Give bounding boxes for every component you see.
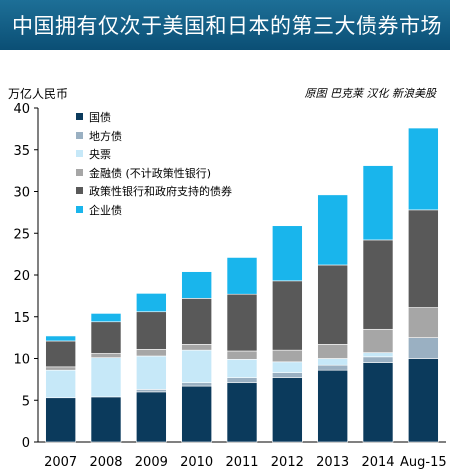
bar-stack bbox=[408, 127, 439, 443]
legend-swatch bbox=[76, 150, 83, 158]
bar-stacks bbox=[45, 127, 439, 443]
bar-segment bbox=[226, 382, 258, 443]
bar-segment bbox=[181, 349, 212, 384]
y-tick-label: 35 bbox=[13, 144, 30, 159]
bar-segment bbox=[362, 165, 394, 241]
y-tick-label: 20 bbox=[13, 269, 30, 284]
bar-segment bbox=[45, 366, 76, 371]
legend-label: 金融债 (不计政策性银行) bbox=[89, 166, 212, 180]
bar-segment bbox=[45, 369, 76, 399]
bar-stack bbox=[226, 257, 258, 443]
legend-swatch bbox=[76, 113, 83, 120]
bar-segment bbox=[317, 358, 348, 366]
bar-stack bbox=[272, 225, 303, 443]
x-tick-label: Aug-15 bbox=[400, 455, 447, 470]
bar-segment bbox=[272, 372, 303, 379]
bar-segment bbox=[226, 293, 258, 352]
bar-segment bbox=[45, 335, 76, 342]
y-tick-label: 5 bbox=[22, 394, 30, 409]
source-note: 原图 巴克莱 汉化 新浪美股 bbox=[304, 87, 437, 100]
bar-segment bbox=[90, 396, 122, 443]
bar-segment bbox=[181, 271, 212, 299]
x-tick-label: 2008 bbox=[89, 455, 122, 470]
legend-label: 企业债 bbox=[89, 203, 122, 217]
bar-segment bbox=[181, 298, 212, 345]
bar-segment bbox=[90, 353, 122, 358]
legend-swatch bbox=[76, 131, 83, 139]
bar-segment bbox=[136, 293, 167, 313]
bar-segment bbox=[408, 127, 439, 211]
bar-segment bbox=[136, 349, 167, 357]
bar-segment bbox=[317, 194, 348, 266]
bar-stack bbox=[317, 194, 348, 443]
bar-segment bbox=[226, 359, 258, 379]
bar-segment bbox=[362, 239, 394, 330]
bar-segment bbox=[272, 349, 303, 363]
x-tick-label: 2013 bbox=[316, 455, 349, 470]
x-tick-label: 2014 bbox=[361, 455, 394, 470]
legend-swatch bbox=[76, 187, 83, 195]
legend-label: 央票 bbox=[89, 148, 111, 162]
bar-segment bbox=[136, 389, 167, 393]
bar-segment bbox=[136, 311, 167, 350]
x-tick-label: 2011 bbox=[225, 455, 258, 470]
bar-segment bbox=[317, 264, 348, 345]
bar-segment bbox=[90, 357, 122, 398]
y-tick-label: 15 bbox=[13, 311, 30, 326]
bar-segment bbox=[181, 382, 212, 387]
bar-segment bbox=[408, 307, 439, 338]
bar-segment bbox=[45, 340, 76, 368]
y-tick-label: 30 bbox=[13, 186, 30, 201]
y-axis-unit-label: 万亿人民币 bbox=[8, 87, 69, 101]
bar-segment bbox=[317, 369, 348, 443]
x-tick-label: 2010 bbox=[180, 455, 213, 470]
bar-segment bbox=[90, 313, 122, 323]
bar-segment bbox=[362, 356, 394, 363]
bar-segment bbox=[408, 358, 439, 443]
legend-label: 政策性银行和政府支持的债券 bbox=[89, 185, 232, 199]
bar-segment bbox=[362, 352, 394, 358]
x-tick-label: 2012 bbox=[271, 455, 304, 470]
bar-segment bbox=[272, 225, 303, 282]
bar-segment bbox=[317, 364, 348, 371]
title-banner: 中国拥有仅次于美国和日本的第三大债券市场 bbox=[0, 0, 450, 50]
x-tick-label: 2007 bbox=[44, 455, 77, 470]
bar-segment bbox=[226, 377, 258, 384]
bar-segment bbox=[317, 344, 348, 359]
bar-segment bbox=[408, 337, 439, 359]
legend-swatch bbox=[76, 168, 83, 176]
bar-stack bbox=[136, 293, 167, 443]
chart-title: 中国拥有仅次于美国和日本的第三大债券市场 bbox=[12, 14, 442, 38]
bar-segment bbox=[272, 280, 303, 351]
legend-swatch bbox=[76, 205, 83, 213]
bar-segment bbox=[362, 328, 394, 353]
bar-stack bbox=[181, 271, 212, 443]
bar-segment bbox=[90, 321, 122, 354]
x-tick-label: 2009 bbox=[135, 455, 168, 470]
legend-label: 国债 bbox=[89, 111, 111, 124]
bar-stack bbox=[362, 165, 394, 443]
y-tick-label: 10 bbox=[13, 353, 30, 368]
legend-label: 地方债 bbox=[89, 129, 122, 143]
bar-segment bbox=[181, 344, 212, 351]
bar-segment bbox=[45, 397, 76, 443]
y-tick-label: 40 bbox=[13, 102, 30, 117]
bar-segment bbox=[181, 385, 212, 443]
bar-segment bbox=[136, 355, 167, 390]
bar-segment bbox=[272, 361, 303, 373]
bar-stack bbox=[45, 335, 76, 443]
bar-segment bbox=[408, 209, 439, 308]
bar-segment bbox=[272, 377, 303, 443]
y-tick-label: 25 bbox=[13, 227, 30, 242]
bar-segment bbox=[362, 362, 394, 443]
bar-segment bbox=[226, 350, 258, 360]
y-tick-label: 0 bbox=[22, 436, 30, 451]
x-axis: 2007 2008 2009 2010 2011 2012 2013 2014 Aug-15 bbox=[44, 455, 447, 470]
bar-stack bbox=[90, 313, 122, 443]
bar-segment bbox=[226, 257, 258, 295]
bar-segment bbox=[136, 391, 167, 443]
